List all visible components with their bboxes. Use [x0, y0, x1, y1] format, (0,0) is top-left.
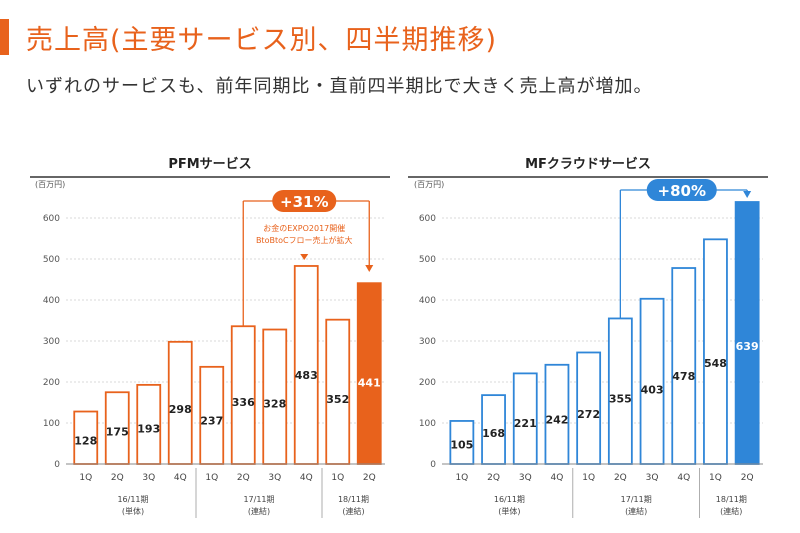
mf-bar-value-label: 242 — [545, 413, 568, 426]
mf-bar-value-label: 548 — [704, 357, 727, 370]
mf-y-tick-label: 400 — [419, 296, 436, 306]
title-accent-bar — [0, 19, 9, 55]
page-title: 売上高(主要サービス別、四半期推移) — [26, 25, 498, 56]
mf-y-tick-label: 200 — [419, 378, 436, 388]
mf-x-tick-label: 3Q — [519, 473, 532, 483]
pfm-annotation-line: BtoBtoCフロー売上が拡大 — [256, 235, 353, 245]
mf-x-tick-label: 2Q — [487, 473, 500, 483]
pfm-growth-label: +31% — [280, 193, 328, 211]
mf-group-label: 18/11期 — [716, 495, 747, 504]
mf-bar — [671, 267, 697, 465]
pfm-group-label: 16/11期 — [117, 495, 148, 504]
page-subtitle: いずれのサービスも、前年同期比・直前四半期比で大きく売上高が増加。 — [26, 76, 653, 97]
mf-y-tick-label: 600 — [419, 214, 436, 224]
mf-group-label: 16/11期 — [494, 495, 525, 504]
pfm-bar-value-label: 175 — [106, 426, 129, 439]
pfm-y-tick-label: 100 — [43, 419, 60, 429]
mf-x-tick-label: 4Q — [677, 473, 690, 483]
pfm-group-label: 17/11期 — [243, 495, 274, 504]
mf-x-tick-label: 2Q — [614, 473, 627, 483]
mf-y-unit: (百万円) — [414, 180, 444, 189]
mf-group-sublabel: (連結) — [625, 506, 647, 516]
pfm-bar-value-label: 352 — [326, 393, 349, 406]
mf-x-tick-label: 2Q — [741, 473, 754, 483]
pfm-group-sublabel: (連結) — [248, 506, 270, 516]
pfm-x-tick-label: 4Q — [300, 473, 313, 483]
pfm-bar-value-label: 441 — [358, 377, 381, 390]
pfm-bar-value-label: 483 — [295, 369, 318, 382]
pfm-y-tick-label: 600 — [43, 214, 60, 224]
mf-bar — [734, 201, 760, 465]
mf-bar — [639, 297, 665, 465]
mf-bar-value-label: 168 — [482, 427, 505, 440]
mf-bar-value-label: 639 — [736, 340, 759, 353]
pfm-bar-value-label: 128 — [74, 434, 97, 447]
pfm-bar-value-label: 237 — [200, 414, 223, 427]
mf-growth-pill — [646, 179, 717, 201]
pfm-y-unit: (百万円) — [35, 180, 65, 189]
mf-bar-value-label: 272 — [577, 408, 600, 421]
pfm-annotation-arrow — [300, 254, 309, 260]
pfm-growth-arrowhead — [365, 265, 374, 272]
pfm-y-tick-label: 400 — [43, 296, 60, 306]
mf-y-tick-label: 100 — [419, 419, 436, 429]
mf-y-tick-label: 500 — [419, 255, 436, 265]
pfm-annotation-line: お金のEXPO2017開催 — [263, 223, 345, 233]
pfm-bar-value-label: 336 — [232, 396, 255, 409]
mf-growth-label: +80% — [658, 182, 706, 200]
mf-group-sublabel: (単体) — [498, 506, 520, 516]
pfm-bar-value-label: 193 — [137, 422, 160, 435]
pfm-group-label: 18/11期 — [338, 495, 369, 504]
pfm-group-sublabel: (単体) — [122, 506, 144, 516]
pfm-x-tick-label: 3Q — [142, 473, 155, 483]
pfm-x-tick-label: 2Q — [363, 473, 376, 483]
mf-y-tick-label: 0 — [430, 460, 436, 470]
mf-group-sublabel: (連結) — [720, 506, 742, 516]
pfm-y-tick-label: 500 — [43, 255, 60, 265]
pfm-x-tick-label: 1Q — [331, 473, 344, 483]
mf-x-tick-label: 3Q — [646, 473, 659, 483]
pfm-y-tick-label: 200 — [43, 378, 60, 388]
mf-bar-value-label: 221 — [514, 417, 537, 430]
mf-x-tick-label: 1Q — [582, 473, 595, 483]
mf-x-tick-label: 1Q — [709, 473, 722, 483]
pfm-x-tick-label: 4Q — [174, 473, 187, 483]
pfm-x-tick-label: 3Q — [268, 473, 281, 483]
pfm-x-tick-label: 1Q — [205, 473, 218, 483]
mf-bar-value-label: 478 — [672, 370, 695, 383]
mf-y-tick-label: 300 — [419, 337, 436, 347]
mf-bar — [607, 317, 633, 465]
mf-bar — [703, 238, 728, 465]
mf-growth-arrowhead — [743, 191, 752, 198]
pfm-y-tick-label: 0 — [54, 460, 60, 470]
mf-group-label: 17/11期 — [621, 495, 652, 504]
pfm-y-tick-label: 300 — [43, 337, 60, 347]
mf-chart-title: MFクラウドサービス — [525, 156, 651, 172]
mf-bar-value-label: 105 — [450, 439, 473, 452]
pfm-x-tick-label: 2Q — [237, 473, 250, 483]
mf-bar-value-label: 403 — [641, 384, 664, 397]
pfm-x-tick-label: 2Q — [111, 473, 124, 483]
pfm-chart-title: PFMサービス — [168, 156, 251, 172]
pfm-x-tick-label: 1Q — [79, 473, 92, 483]
mf-bar-value-label: 355 — [609, 393, 632, 406]
pfm-bar-value-label: 328 — [263, 397, 286, 410]
mf-x-tick-label: 1Q — [455, 473, 468, 483]
pfm-group-sublabel: (連結) — [342, 506, 364, 516]
pfm-growth-pill — [272, 190, 337, 212]
mf-x-tick-label: 4Q — [551, 473, 564, 483]
pfm-bar-value-label: 298 — [169, 403, 192, 416]
